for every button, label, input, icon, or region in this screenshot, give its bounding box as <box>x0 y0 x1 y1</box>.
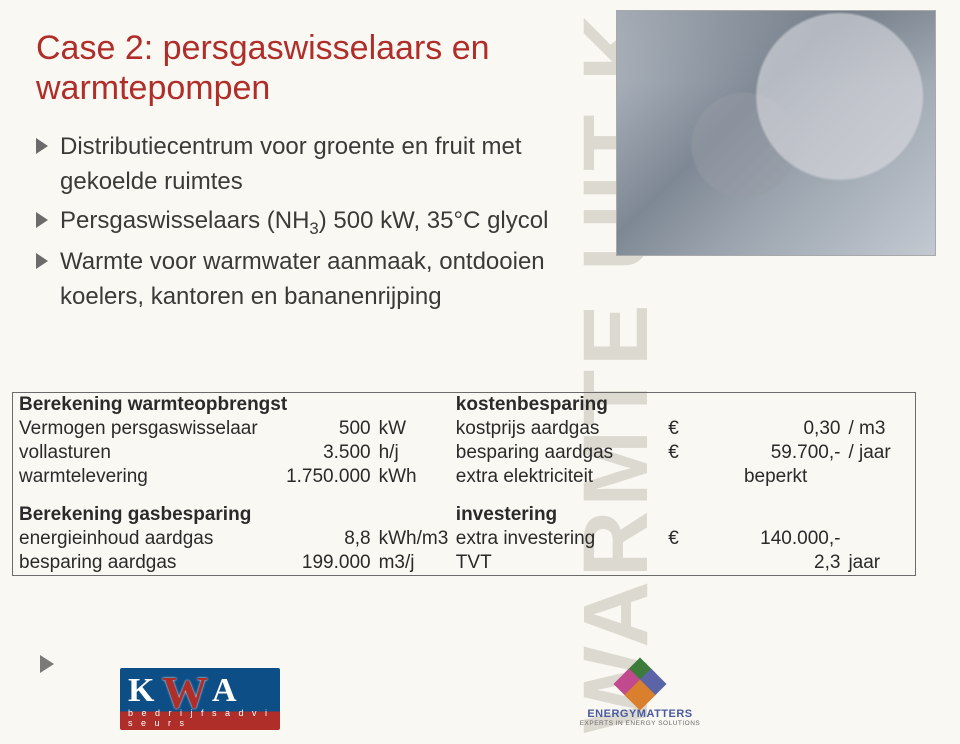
cell-unit: kWh <box>377 465 450 489</box>
title-line-1: Case 2: persgaswisselaars en <box>36 29 490 67</box>
title-line-2: warmtepompen <box>36 69 270 107</box>
slide-footer: K W A b e d r i j f s a d v i s e u r s … <box>0 650 960 744</box>
cell-value: 3.500 <box>270 441 376 465</box>
section-head: kostenbesparing <box>450 393 915 417</box>
bullet-text: Distributiecentrum voor groente en fruit… <box>60 130 620 200</box>
cell-unit: jaar <box>846 551 915 575</box>
cell-currency <box>662 465 705 489</box>
cell-label: besparing aardgas <box>13 551 270 575</box>
bullet-arrow-icon <box>36 253 50 269</box>
cell-unit: h/j <box>377 441 450 465</box>
cell-currency: € <box>662 527 705 551</box>
cell-value: 0,30 <box>705 417 847 441</box>
kwa-logo: K W A b e d r i j f s a d v i s e u r s <box>120 668 280 730</box>
cell-currency: € <box>662 417 705 441</box>
table-row: besparing aardgas 199.000 m3/j TVT 2,3 j… <box>13 551 915 575</box>
energymatters-logo: ENERGYMATTERS EXPERTS IN ENERGY SOLUTION… <box>560 662 720 732</box>
cell-value: 199.000 <box>270 551 376 575</box>
calculation-table: Berekening warmteopbrengst kostenbespari… <box>12 392 916 576</box>
bullet-arrow-icon <box>36 212 50 228</box>
cell-label: extra elektriciteit <box>450 465 663 489</box>
table-row: Berekening warmteopbrengst kostenbespari… <box>13 393 915 417</box>
kwa-k: K <box>128 672 154 710</box>
cell-currency <box>662 551 705 575</box>
cell-unit <box>846 527 915 551</box>
bullet-arrow-icon <box>36 138 50 154</box>
table-row: vollasturen 3.500 h/j besparing aardgas … <box>13 441 915 465</box>
bullet-text: Persgaswisselaars (NH3) 500 kW, 35°C gly… <box>60 204 620 241</box>
table-row: energieinhoud aardgas 8,8 kWh/m3 extra i… <box>13 527 915 551</box>
table-gap <box>13 489 915 503</box>
cell-label: kostprijs aardgas <box>450 417 663 441</box>
cell-unit: / m3 <box>846 417 915 441</box>
kwa-tagline: b e d r i j f s a d v i s e u r s <box>128 708 280 728</box>
bullet-text: Warmte voor warmwater aanmaak, ontdooien… <box>60 245 620 315</box>
cell-unit: / jaar <box>846 441 915 465</box>
cell-value: beperkt <box>705 465 847 489</box>
section-head: Berekening gasbesparing <box>13 503 450 527</box>
cell-label: TVT <box>450 551 663 575</box>
cell-label: Vermogen persgaswisselaar <box>13 417 270 441</box>
em-sub: EXPERTS IN ENERGY SOLUTIONS <box>560 720 720 727</box>
cell-value: 1.750.000 <box>270 465 376 489</box>
cell-unit <box>846 465 915 489</box>
cell-value: 2,3 <box>705 551 847 575</box>
cell-label: vollasturen <box>13 441 270 465</box>
cell-value: 140.000,- <box>705 527 847 551</box>
cell-value: 8,8 <box>270 527 376 551</box>
section-head: investering <box>450 503 915 527</box>
cell-value: 500 <box>270 417 376 441</box>
equipment-photo <box>616 10 936 256</box>
table-row: warmtelevering 1.750.000 kWh extra elekt… <box>13 465 915 489</box>
table-row: Berekening gasbesparing investering <box>13 503 915 527</box>
kwa-a: A <box>212 672 237 710</box>
table-row: Vermogen persgaswisselaar 500 kW kostpri… <box>13 417 915 441</box>
cell-currency: € <box>662 441 705 465</box>
cell-label: extra investering <box>450 527 663 551</box>
cell-label: besparing aardgas <box>450 441 663 465</box>
diamond-icon <box>618 662 662 706</box>
section-head: Berekening warmteopbrengst <box>13 393 450 417</box>
cell-unit: m3/j <box>377 551 450 575</box>
footer-arrow-icon <box>40 655 56 678</box>
cell-unit: kW <box>377 417 450 441</box>
cell-label: warmtelevering <box>13 465 270 489</box>
cell-unit: kWh/m3 <box>377 527 450 551</box>
cell-value: 59.700,- <box>705 441 847 465</box>
cell-label: energieinhoud aardgas <box>13 527 270 551</box>
